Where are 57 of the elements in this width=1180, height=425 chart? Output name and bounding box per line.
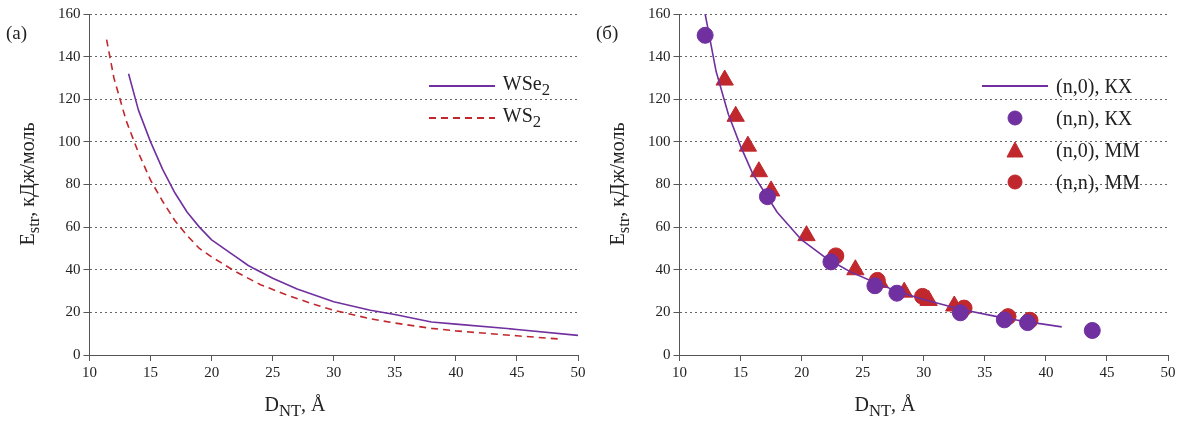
y-tick-label: 100: [58, 132, 81, 149]
legend-label: (n,n), КХ: [1056, 106, 1133, 130]
y-tick-label: 20: [655, 303, 671, 320]
y-tick-label: 80: [65, 175, 81, 192]
point: [726, 105, 745, 122]
y-tick-label: 120: [648, 90, 671, 107]
point: [797, 225, 816, 242]
point: [1083, 321, 1101, 339]
x-axis-title: D$_{NT}$, Å: [853, 393, 917, 421]
y-tick-label: 160: [648, 4, 671, 21]
x-tick-label: 25: [265, 363, 281, 380]
x-tick-label: 25: [855, 363, 871, 380]
y-tick-label: 40: [655, 260, 671, 277]
legend-label: WS$_{2}$: [502, 104, 542, 132]
x-tick-label: 50: [1160, 363, 1176, 380]
y-tick-label: 80: [655, 175, 671, 192]
x-tick-label: 20: [204, 363, 220, 380]
y-tick-label: 0: [73, 345, 81, 362]
x-tick-label: 10: [82, 363, 97, 380]
x-tick-label: 50: [570, 363, 586, 380]
x-tick-label: 10: [672, 363, 687, 380]
y-tick-label: 60: [655, 218, 671, 235]
point: [758, 188, 776, 206]
x-tick-label: 15: [733, 363, 749, 380]
x-tick-label: 40: [448, 363, 464, 380]
x-axis-title: D$_{NT}$, Å: [263, 393, 327, 421]
y-tick-label: 100: [648, 132, 671, 149]
y-tick-label: 0: [663, 345, 671, 362]
point: [888, 284, 906, 302]
point: [715, 69, 734, 86]
x-tick-label: 40: [1038, 363, 1054, 380]
y-tick-label: 160: [58, 4, 81, 21]
y-tick-label: 140: [648, 47, 671, 64]
x-tick-label: 30: [326, 363, 342, 380]
x-tick-label: 35: [977, 363, 993, 380]
legend-label: WSe$_{2}$: [502, 72, 550, 100]
x-tick-label: 30: [916, 363, 932, 380]
point: [866, 277, 884, 295]
point: [738, 135, 758, 152]
y-tick-label: 60: [65, 218, 81, 235]
x-tick-label: 45: [509, 363, 525, 380]
text: (a): [6, 22, 28, 44]
y-tick-label: 40: [65, 260, 81, 277]
legend-label: (n,0), КХ: [1056, 74, 1133, 98]
legend-label: (n,0), ММ: [1056, 138, 1140, 162]
x-tick-label: 35: [387, 363, 403, 380]
point: [749, 161, 769, 178]
point: [951, 304, 969, 322]
text: (б): [596, 22, 619, 44]
y-tick-label: 20: [65, 303, 81, 320]
y-tick-label: 140: [58, 47, 81, 64]
x-tick-label: 20: [794, 363, 810, 380]
line-series: [105, 38, 561, 340]
legend-label: (n,n), ММ: [1056, 170, 1140, 194]
x-tick-label: 45: [1099, 363, 1115, 380]
x-tick-label: 15: [143, 363, 159, 380]
y-tick-label: 120: [58, 90, 81, 107]
